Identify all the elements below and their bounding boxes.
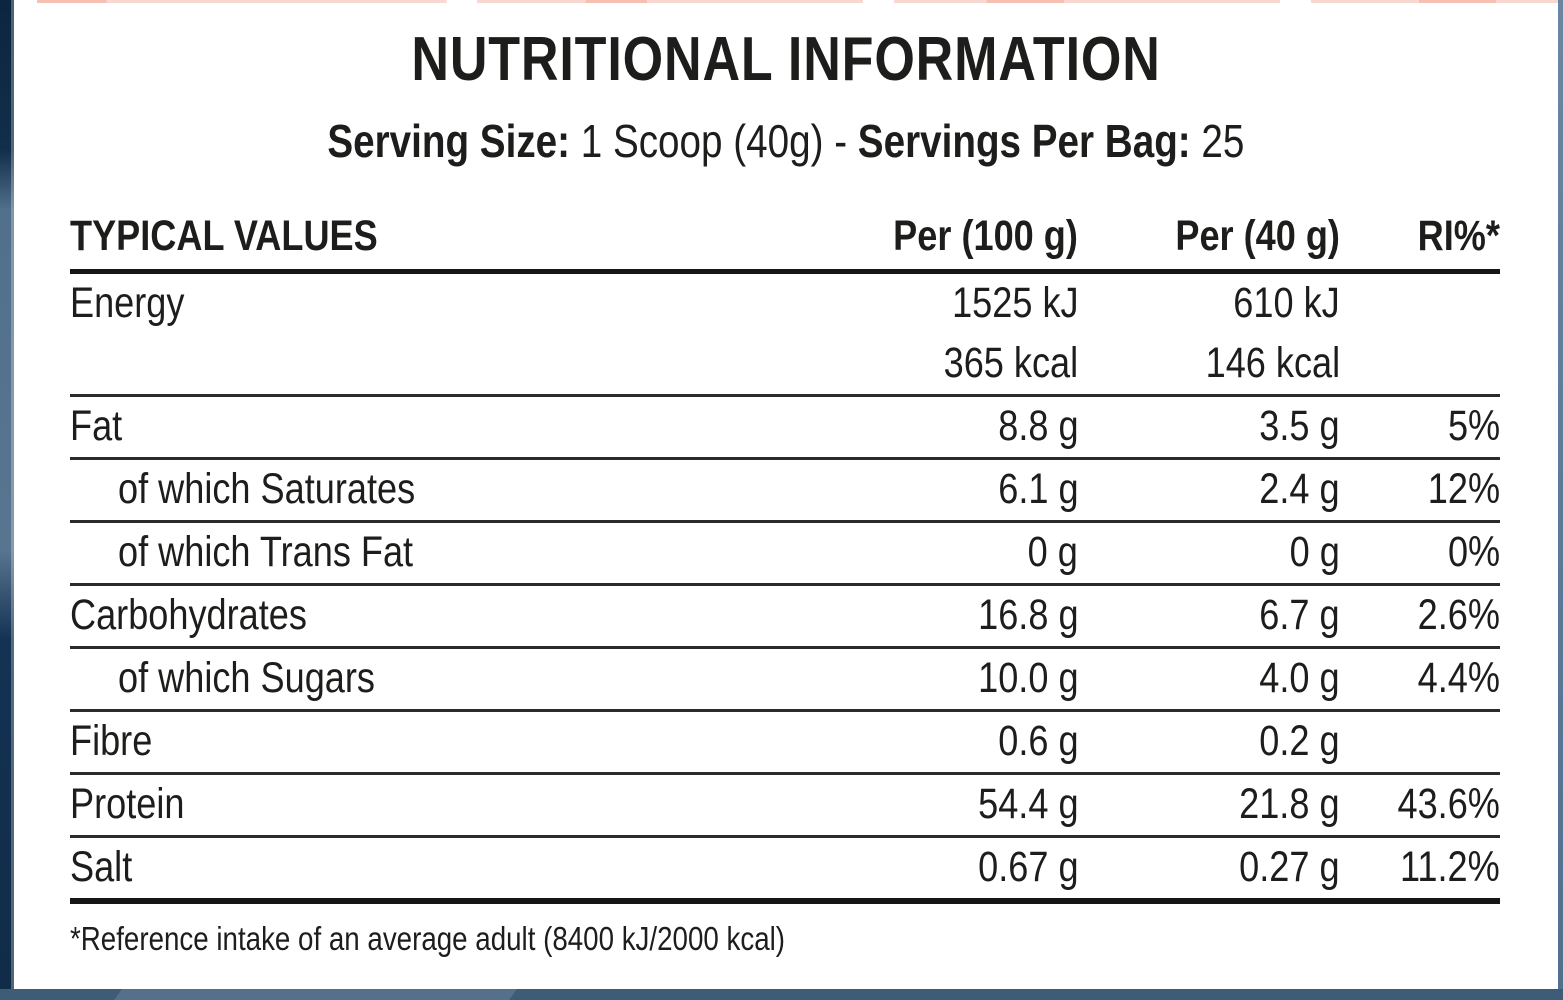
cell-ri [1340,334,1500,396]
cell-per-100g: 16.8 g [977,591,1079,640]
serving-info-line: Serving Size: 1 Scoop (40g) - Servings P… [14,116,1558,167]
serving-separator: - [834,115,848,168]
cell-label: Energy [70,279,185,328]
serving-size-label: Serving Size: [327,115,571,168]
bottom-strip-highlight [114,989,517,1000]
cell-per-40g: 3.5 g [1259,402,1340,451]
label-card: NUTRITIONAL INFORMATION Serving Size: 1 … [14,3,1558,989]
cell-per-40g: 6.7 g [1259,591,1340,640]
cell-per-40g: 0.27 g [1239,843,1340,892]
cell-ri: 11.2% [1400,843,1500,892]
cell-per-40g: 2.4 g [1259,465,1340,514]
cell-per-40g: 21.8 g [1239,780,1340,829]
header-ri-percent: RI%* [1417,211,1500,260]
cell-per-40g: 0.2 g [1259,717,1340,766]
cell-per-100g: 10.0 g [977,654,1079,703]
table-row-fat: Fat 8.8 g 3.5 g 5% [70,395,1500,459]
cell-per-40g: 146 kcal [1205,339,1340,388]
cell-per-100g: 0 g [1027,528,1079,577]
cell-label: of which Trans Fat [118,528,414,577]
cell-label: Salt [70,843,133,892]
table-row-sugars: of which Sugars 10.0 g 4.0 g 4.4% [70,647,1500,711]
cell-per-100g: 0.6 g [997,717,1079,766]
header-per-100g: Per (100 g) [893,211,1079,260]
top-edge-strip [14,0,1558,3]
cell-per-100g: 8.8 g [997,402,1079,451]
cell-label: Carbohydrates [70,591,307,640]
cell-label [70,334,761,396]
cell-ri: 5% [1447,402,1500,451]
table-row-protein: Protein 54.4 g 21.8 g 43.6% [70,773,1500,837]
cell-per-100g: 0.67 g [977,843,1079,892]
cell-ri [1340,271,1500,334]
cell-label: Protein [70,780,185,829]
nutrition-table: TYPICAL VALUES Per (100 g) Per (40 g) RI… [70,205,1500,904]
page-title: NUTRITIONAL INFORMATION [14,27,1558,92]
cell-ri: 12% [1427,465,1500,514]
table-row-fibre: Fibre 0.6 g 0.2 g [70,710,1500,774]
cell-ri: 4.4% [1417,654,1500,703]
table-row-energy-kcal: 365 kcal 146 kcal [70,334,1500,396]
reference-intake-text: *Reference intake of an average adult (8… [70,919,786,957]
cell-label: of which Sugars [118,654,375,703]
reference-intake-footnote: *Reference intake of an average adult (8… [70,920,1558,958]
cell-label: of which Saturates [118,465,416,514]
cell-label: Fat [70,402,123,451]
page-title-text: NUTRITIONAL INFORMATION [411,25,1161,94]
cell-ri: 2.6% [1417,591,1500,640]
table-header-row: TYPICAL VALUES Per (100 g) Per (40 g) RI… [70,205,1500,272]
table-row-trans-fat: of which Trans Fat 0 g 0 g 0% [70,521,1500,585]
table-row-saturates: of which Saturates 6.1 g 2.4 g 12% [70,458,1500,522]
serving-size-value: 1 Scoop (40g) [580,115,824,168]
right-edge-strip [1558,0,1563,1000]
cell-per-40g: 610 kJ [1233,279,1340,328]
cell-ri: 0% [1447,528,1500,577]
cell-per-100g: 6.1 g [997,465,1079,514]
cell-per-100g: 365 kcal [943,339,1079,388]
table-row-energy-kj: Energy 1525 kJ 610 kJ [70,271,1500,334]
cell-per-100g: 1525 kJ [951,279,1079,328]
header-per-40g: Per (40 g) [1175,211,1340,260]
left-edge-strip [0,0,14,1000]
cell-per-100g: 54.4 g [977,780,1079,829]
header-typical-values: TYPICAL VALUES [70,211,378,260]
cell-ri: 43.6% [1397,780,1500,829]
serving-info-text: Serving Size: 1 Scoop (40g) - Servings P… [327,116,1244,167]
servings-per-bag-value: 25 [1201,115,1245,168]
table-row-carbohydrates: Carbohydrates 16.8 g 6.7 g 2.6% [70,584,1500,648]
cell-per-40g: 4.0 g [1259,654,1340,703]
cell-per-40g: 0 g [1289,528,1340,577]
servings-per-bag-label: Servings Per Bag: [857,115,1191,168]
cell-ri [1340,710,1500,773]
table-row-salt: Salt 0.67 g 0.27 g 11.2% [70,836,1500,901]
cell-label: Fibre [70,717,153,766]
bottom-edge-strip [0,989,1563,1000]
